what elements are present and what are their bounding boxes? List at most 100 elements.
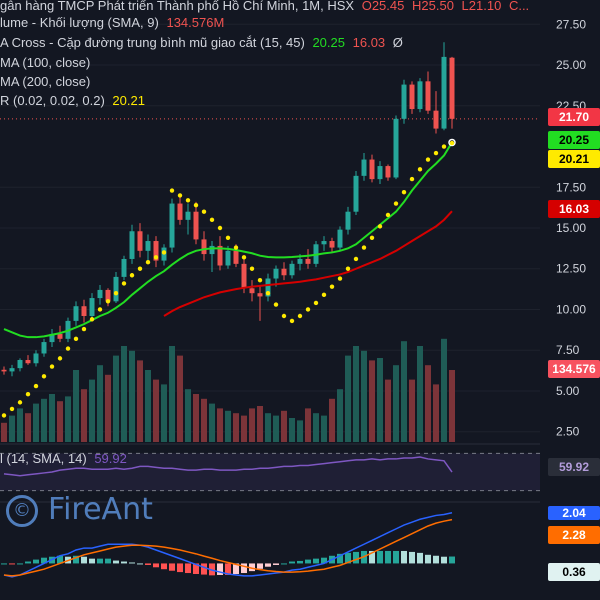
ma-cross-legend[interactable]: A Cross - Cặp đường trung bình mũ giao c… xyxy=(0,35,403,51)
volume-bar xyxy=(129,350,135,442)
candle-body xyxy=(441,56,447,129)
histogram-bar xyxy=(113,560,119,564)
sar-legend[interactable]: R (0.02, 0.02, 0.2) 20.21 xyxy=(0,93,145,109)
histogram-bar xyxy=(153,563,159,568)
volume-bar xyxy=(73,370,79,442)
volume-bar xyxy=(281,410,287,442)
sma100-legend-label: MA (100, close) xyxy=(0,55,91,70)
volume-bar xyxy=(409,379,415,442)
volume-bar xyxy=(49,394,55,442)
sar-dot xyxy=(145,260,151,265)
sar-dot xyxy=(393,201,399,206)
histogram-bar xyxy=(81,556,87,564)
sma200-legend[interactable]: MA (200, close) xyxy=(0,74,90,90)
sar-dot xyxy=(201,209,207,214)
sar-dot xyxy=(105,299,111,304)
candle-body xyxy=(33,353,39,364)
volume-bar xyxy=(1,422,7,442)
ma-cross-empty-value: Ø xyxy=(392,35,403,50)
sar-dot xyxy=(121,281,127,286)
volume-bar xyxy=(241,415,247,442)
volume-bar xyxy=(185,389,191,442)
ema-fast-tag: 20.25 xyxy=(548,131,600,149)
candle-body xyxy=(97,289,103,299)
main-series-legend[interactable]: gân hàng TMCP Phát triển Thành phố Hồ Ch… xyxy=(0,0,529,14)
candle-body xyxy=(81,306,87,316)
sma100-legend[interactable]: MA (100, close) xyxy=(0,55,90,71)
histogram-bar xyxy=(337,553,343,564)
candle-body xyxy=(153,241,159,261)
price-axis-tick: 15.00 xyxy=(556,221,586,235)
sar-dot xyxy=(57,356,63,361)
rsi-legend[interactable]: l (14, SMA, 14) 59.92 xyxy=(0,451,127,467)
sar-dot xyxy=(81,326,87,332)
volume-bar xyxy=(369,360,375,442)
candle-body xyxy=(201,239,207,255)
candle-body xyxy=(89,298,95,316)
candle-body xyxy=(361,159,367,176)
candle-body xyxy=(417,81,423,110)
histogram-bar xyxy=(401,550,407,564)
sar-legend-value: 20.21 xyxy=(112,93,145,108)
ema-slow-line xyxy=(163,210,453,317)
volume-bar xyxy=(153,379,159,442)
histogram-bar xyxy=(385,550,391,564)
price-axis-tick: 2.50 xyxy=(556,425,580,439)
sar-dot xyxy=(401,189,407,195)
sar-dot xyxy=(17,400,23,405)
histogram-bar xyxy=(249,563,255,572)
volume-bar xyxy=(17,408,23,442)
volume-bar xyxy=(209,403,215,442)
price-axis-tick: 7.50 xyxy=(556,343,580,357)
volume-legend[interactable]: lume - Khối lượng (SMA, 9) 134.576M xyxy=(0,15,224,31)
histogram-bar xyxy=(265,563,271,567)
last-price-tag: 21.70 xyxy=(548,108,600,126)
volume-bar xyxy=(425,365,431,442)
candle-body xyxy=(401,84,407,119)
price-axis: 27.5025.0022.5017.5015.0012.5010.007.505… xyxy=(540,0,600,600)
sar-dot xyxy=(449,140,455,146)
candle-body xyxy=(329,241,335,248)
volume-bar xyxy=(217,408,223,442)
sar-dot xyxy=(33,383,39,389)
histogram-bar xyxy=(417,552,423,564)
volume-bar xyxy=(249,408,255,442)
volume-bar xyxy=(201,398,207,442)
volume-bar xyxy=(137,360,143,442)
volume-bar xyxy=(57,401,63,442)
candle-body xyxy=(137,231,143,251)
candle-body xyxy=(129,231,135,259)
candle-body xyxy=(425,81,431,111)
candle-body xyxy=(337,229,343,248)
ma-cross-legend-label: A Cross - Cặp đường trung bình mũ giao c… xyxy=(0,35,305,50)
candle-body xyxy=(17,360,23,369)
candle-body xyxy=(305,258,311,264)
macd-line xyxy=(3,512,453,578)
volume-bar xyxy=(449,370,455,442)
volume-bar xyxy=(9,415,15,442)
macd-tag: 2.04 xyxy=(548,506,600,520)
candle-body xyxy=(353,175,359,212)
candle-body xyxy=(233,250,239,264)
candle-body xyxy=(281,268,287,276)
sar-dot xyxy=(353,256,359,262)
histogram-bar xyxy=(441,556,447,564)
sar-dot xyxy=(233,245,239,250)
volume-bar xyxy=(305,408,311,442)
candle-body xyxy=(57,333,63,339)
open-value: O25.45 xyxy=(361,0,405,13)
volume-bar xyxy=(345,355,351,442)
volume-bar xyxy=(225,410,231,442)
sar-dot xyxy=(177,193,183,198)
candle-body xyxy=(177,203,183,220)
volume-bar xyxy=(145,370,151,442)
rsi-legend-label: l (14, SMA, 14) xyxy=(0,451,87,466)
candle-body xyxy=(185,211,191,220)
volume-bar xyxy=(361,350,367,442)
price-axis-tick: 5.00 xyxy=(556,384,580,398)
sar-dot xyxy=(425,157,431,162)
candle-body xyxy=(257,293,263,297)
histogram-bar xyxy=(105,558,111,564)
histogram-bar xyxy=(177,563,183,573)
